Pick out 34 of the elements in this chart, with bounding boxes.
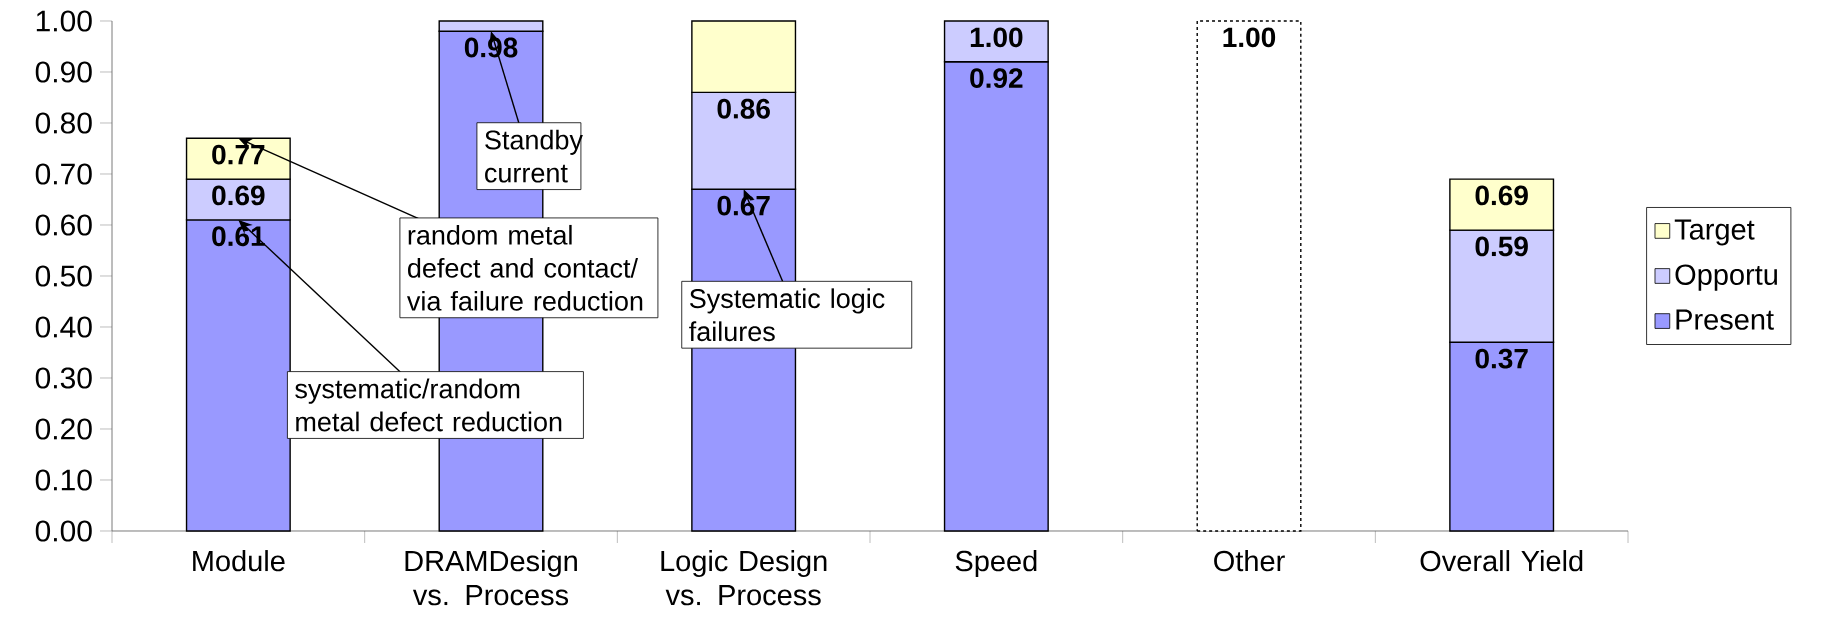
y-tick-label: 0.00: [35, 520, 92, 542]
x-tick-label: DRAMDesign vs. Process: [405, 550, 577, 606]
y-tick-label: 1.00: [36, 10, 92, 32]
annotation: 0.92: [970, 68, 1023, 89]
y-tick-label: 0.70: [35, 163, 92, 185]
annotation: 0.69: [212, 185, 265, 206]
annotation: 0.59: [1475, 236, 1528, 257]
y-tick-label: 0.60: [35, 214, 92, 236]
x-tick-label: Other: [1214, 550, 1285, 572]
legend-label: Present: [1676, 309, 1774, 330]
annotation: systematic/random metal defect reduction: [295, 378, 562, 432]
x-tick-label: Overall Yield: [1420, 550, 1583, 572]
bar: [1196, 20, 1302, 532]
y-tick-label: 0.20: [35, 418, 92, 440]
x-tick-label: Speed: [955, 550, 1037, 578]
y-tick-label: 0.90: [35, 61, 92, 83]
annotation: Systematic logic failures: [689, 288, 885, 342]
annotation: 0.69: [1475, 185, 1528, 206]
y-tick-label: 0.30: [35, 367, 92, 389]
annotation: 1.00: [1223, 27, 1276, 48]
annotation: Standby current: [485, 129, 583, 183]
annotation: random metal defect and contact/ via failure reduction: [407, 224, 643, 311]
annotation: 0.86: [717, 98, 770, 119]
annotation: 1.00: [970, 27, 1023, 48]
annotation: 0.37: [1475, 348, 1528, 369]
y-tick-label: 0.40: [35, 316, 92, 338]
y-tick-label: 0.50: [35, 265, 92, 287]
legend-label: Opportu: [1675, 264, 1777, 291]
annotation: 0.77: [212, 144, 265, 165]
legend-label: Target: [1674, 219, 1755, 246]
y-tick-label: 0.10: [35, 469, 92, 491]
y-tick-label: 0.80: [35, 112, 92, 134]
x-tick-label: Logic Design vs. Process: [661, 550, 827, 606]
x-tick-label: Module: [193, 550, 285, 572]
